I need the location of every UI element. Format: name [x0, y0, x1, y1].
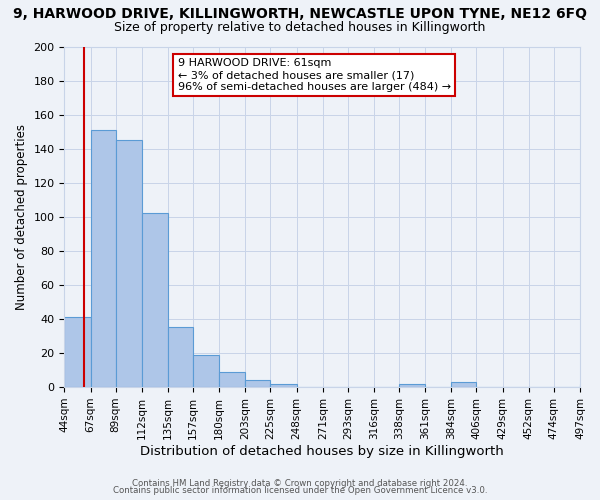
Text: 9, HARWOOD DRIVE, KILLINGWORTH, NEWCASTLE UPON TYNE, NE12 6FQ: 9, HARWOOD DRIVE, KILLINGWORTH, NEWCASTL… — [13, 8, 587, 22]
Bar — [142, 214, 168, 387]
Y-axis label: Number of detached properties: Number of detached properties — [15, 124, 28, 310]
Bar — [271, 384, 296, 387]
Text: Contains public sector information licensed under the Open Government Licence v3: Contains public sector information licen… — [113, 486, 487, 495]
Text: Size of property relative to detached houses in Killingworth: Size of property relative to detached ho… — [115, 21, 485, 34]
Bar — [168, 328, 193, 387]
Bar — [91, 130, 116, 387]
Bar — [451, 382, 476, 387]
Bar — [245, 380, 271, 387]
Bar — [64, 318, 91, 387]
Bar — [399, 384, 425, 387]
Text: 9 HARWOOD DRIVE: 61sqm
← 3% of detached houses are smaller (17)
96% of semi-deta: 9 HARWOOD DRIVE: 61sqm ← 3% of detached … — [178, 58, 451, 92]
Text: Contains HM Land Registry data © Crown copyright and database right 2024.: Contains HM Land Registry data © Crown c… — [132, 478, 468, 488]
Bar — [580, 384, 600, 387]
Bar — [219, 372, 245, 387]
Bar — [116, 140, 142, 387]
Bar — [193, 354, 219, 387]
X-axis label: Distribution of detached houses by size in Killingworth: Distribution of detached houses by size … — [140, 444, 504, 458]
